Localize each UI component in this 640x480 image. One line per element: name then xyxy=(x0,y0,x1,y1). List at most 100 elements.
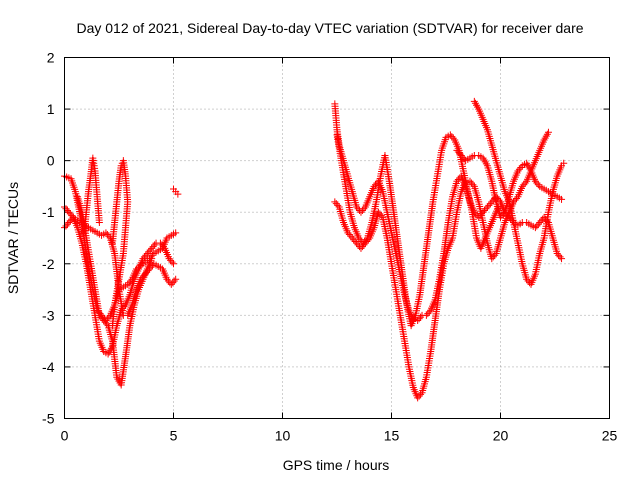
data-point xyxy=(553,249,561,257)
data-point xyxy=(453,146,461,154)
data-point xyxy=(167,280,175,288)
data-point xyxy=(142,251,150,259)
data-point xyxy=(466,177,474,185)
data-point xyxy=(332,200,340,208)
data-point xyxy=(97,313,105,321)
data-point xyxy=(372,181,380,189)
data-point xyxy=(457,151,465,159)
data-point xyxy=(422,311,430,319)
data-point xyxy=(169,279,177,287)
data-point xyxy=(355,234,363,242)
data-point xyxy=(520,181,528,189)
data-point xyxy=(62,222,70,230)
data-point xyxy=(456,150,464,158)
plot-frame xyxy=(64,57,610,419)
data-point xyxy=(370,182,378,190)
data-point xyxy=(167,256,175,264)
data-point xyxy=(515,165,523,173)
y-tick-label: -4 xyxy=(42,359,55,375)
data-point xyxy=(361,237,369,245)
y-tick-label: 2 xyxy=(47,50,55,66)
data-point xyxy=(124,280,132,288)
data-point xyxy=(148,251,156,259)
data-point xyxy=(108,322,116,330)
data-point xyxy=(348,234,356,242)
data-point xyxy=(534,181,542,189)
data-point xyxy=(415,392,423,400)
data-point xyxy=(415,315,423,323)
data-point xyxy=(98,315,106,323)
x-tick-label: 15 xyxy=(384,428,400,444)
data-point xyxy=(353,239,361,247)
data-point xyxy=(359,239,367,247)
data-point xyxy=(344,229,352,237)
data-point xyxy=(469,181,477,189)
data-point xyxy=(125,279,133,287)
data-point xyxy=(489,253,497,261)
data-point xyxy=(159,243,167,251)
data-point xyxy=(511,196,519,204)
y-tick-label: 0 xyxy=(47,153,55,169)
data-point xyxy=(485,201,493,209)
data-point xyxy=(555,251,563,259)
data-point xyxy=(424,310,432,318)
data-point xyxy=(95,311,103,319)
data-point xyxy=(350,236,358,244)
data-point xyxy=(467,179,475,187)
data-point xyxy=(377,212,385,220)
data-point xyxy=(140,253,148,261)
data-point xyxy=(149,243,157,251)
y-axis-label: SDTVAR / TECUs xyxy=(5,182,21,294)
data-point xyxy=(105,313,113,321)
data-point xyxy=(376,210,384,218)
data-point xyxy=(100,317,108,325)
data-point xyxy=(560,159,568,167)
data-point xyxy=(165,255,173,263)
data-point xyxy=(453,177,461,185)
data-point xyxy=(536,219,544,227)
data-point xyxy=(353,203,361,211)
data-point xyxy=(96,310,104,318)
data-point xyxy=(168,258,176,266)
data-point xyxy=(68,212,76,220)
data-point xyxy=(531,224,539,232)
data-point xyxy=(170,277,178,285)
data-point xyxy=(358,206,366,214)
data-point xyxy=(556,253,564,261)
data-point xyxy=(103,320,111,328)
data-point xyxy=(544,128,552,136)
data-point xyxy=(558,255,566,263)
data-point xyxy=(174,190,182,198)
data-point xyxy=(454,148,462,156)
data-points xyxy=(61,97,568,402)
data-point xyxy=(334,201,342,209)
data-point xyxy=(148,244,156,252)
data-point xyxy=(172,275,180,283)
data-point xyxy=(358,243,366,251)
y-tick-label: -3 xyxy=(42,307,55,323)
data-point xyxy=(488,255,496,263)
data-point xyxy=(163,275,171,283)
data-point xyxy=(498,212,506,220)
data-point xyxy=(66,217,74,225)
data-point xyxy=(417,390,425,398)
data-point xyxy=(351,237,359,245)
grid xyxy=(64,57,610,419)
data-point xyxy=(63,220,71,228)
data-point xyxy=(512,194,520,202)
data-point xyxy=(357,244,365,252)
data-point xyxy=(499,210,507,218)
chart-title: Day 012 of 2021, Sidereal Day-to-day VTE… xyxy=(76,20,583,36)
data-point xyxy=(170,260,177,268)
data-point xyxy=(558,195,566,203)
data-point xyxy=(151,241,159,249)
data-point xyxy=(524,277,532,285)
y-tick-label: -2 xyxy=(42,256,55,272)
data-point xyxy=(65,219,73,227)
data-point xyxy=(345,231,353,239)
data-point xyxy=(148,255,156,263)
data-point xyxy=(374,208,382,216)
data-point xyxy=(491,251,499,259)
data-point xyxy=(533,179,541,187)
